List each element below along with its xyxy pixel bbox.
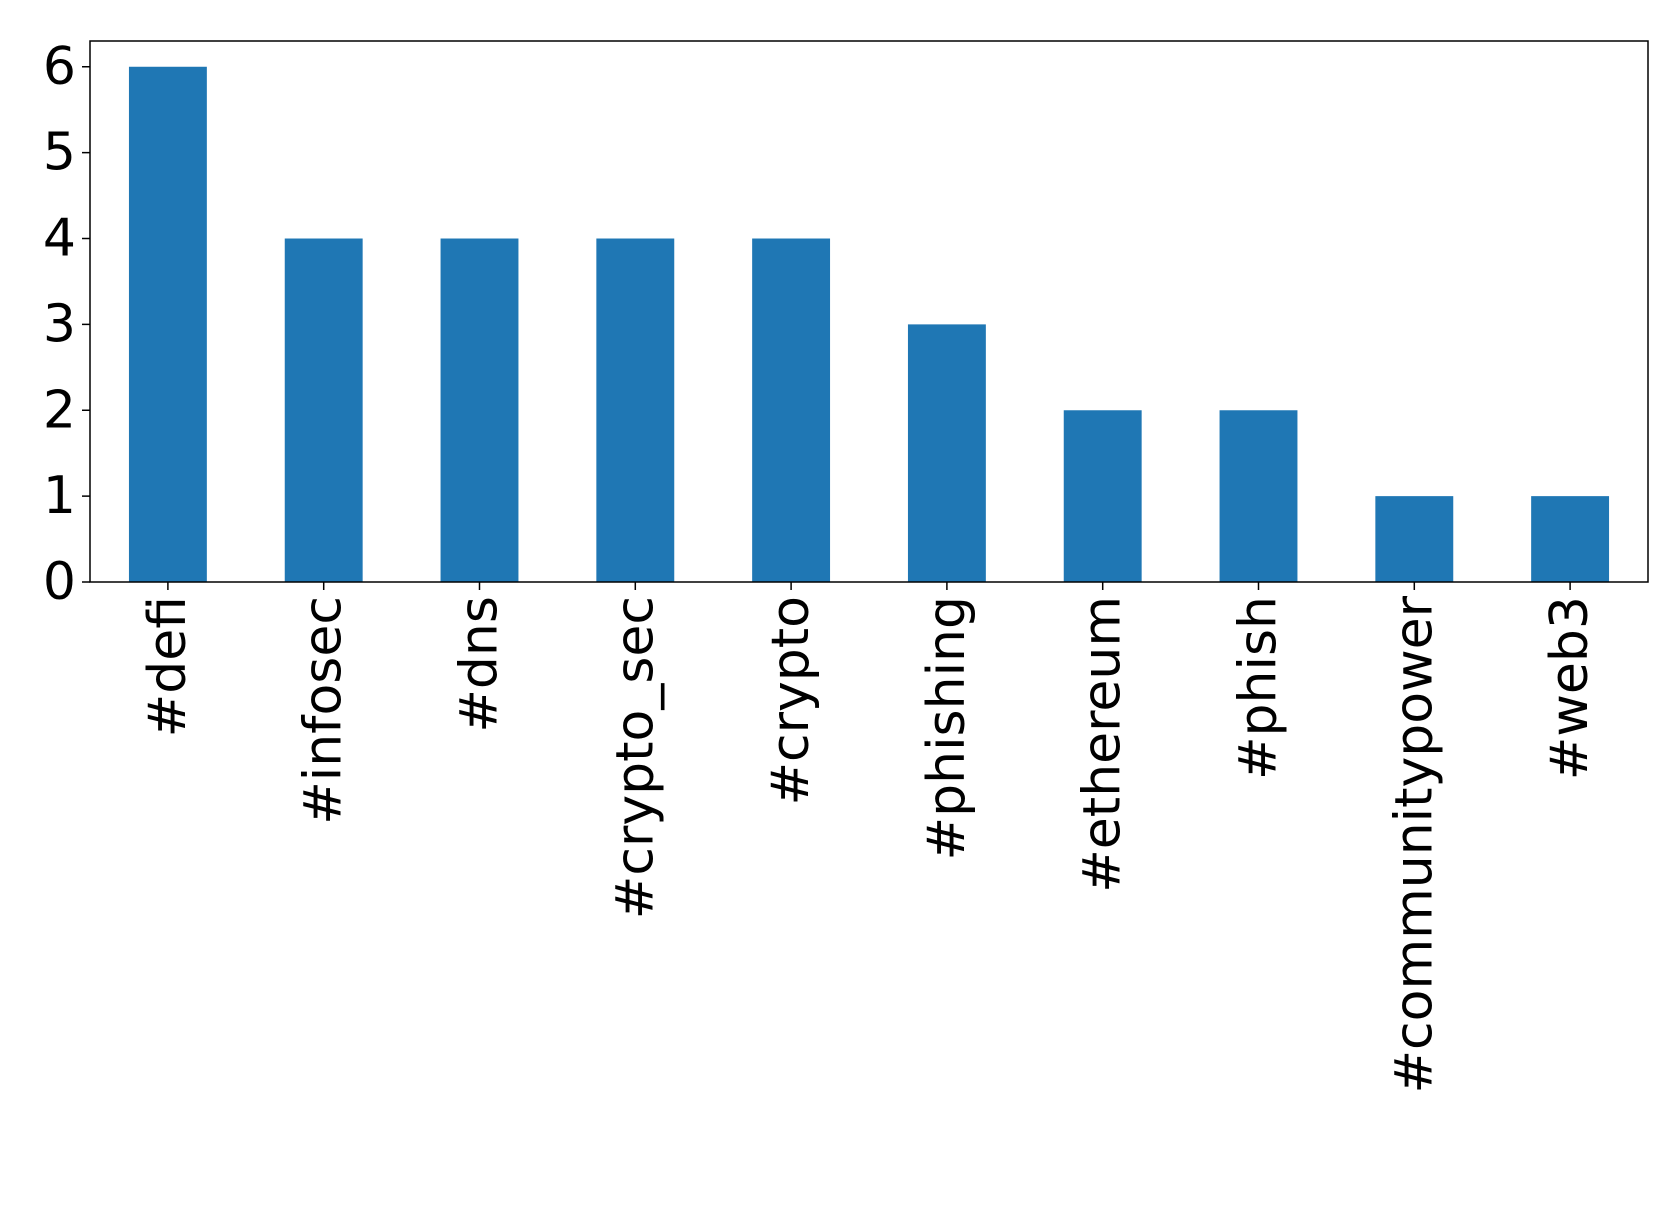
x-tick-label: #phish (1229, 596, 1289, 780)
y-tick-label: 3 (43, 294, 76, 354)
bar (1531, 496, 1610, 582)
axes-frame (89, 40, 1649, 583)
x-tick-label: #communitypower (1384, 595, 1444, 1093)
x-tick-label: #defi (138, 596, 198, 737)
y-tick-label: 1 (43, 466, 76, 526)
x-tick-label: #dns (450, 596, 510, 733)
bar (440, 238, 519, 582)
bar (1219, 410, 1298, 582)
bar (128, 66, 207, 582)
y-tick-label: 5 (43, 123, 76, 183)
y-tick-label: 4 (43, 209, 76, 269)
bar (596, 238, 675, 582)
y-tick-label: 0 (43, 552, 76, 612)
bar (1375, 496, 1454, 582)
x-tick-label: #phishing (917, 596, 977, 860)
y-tick-label: 6 (43, 37, 76, 97)
bar (752, 238, 831, 582)
bar (284, 238, 363, 582)
x-tick-label: #web3 (1540, 596, 1600, 780)
x-tick-label: #infosec (294, 596, 354, 825)
y-tick-label: 2 (43, 380, 76, 440)
x-tick-label: #crypto_sec (605, 596, 665, 919)
bar (1063, 410, 1142, 582)
plot-area: 0 1 2 3 4 5 6 #defi #infosec #dns #crypto_sec #cryp… (43, 37, 1610, 1094)
x-tick-label: #ethereum (1073, 596, 1133, 893)
bar (907, 324, 986, 582)
x-tick-label: #crypto (761, 596, 821, 806)
